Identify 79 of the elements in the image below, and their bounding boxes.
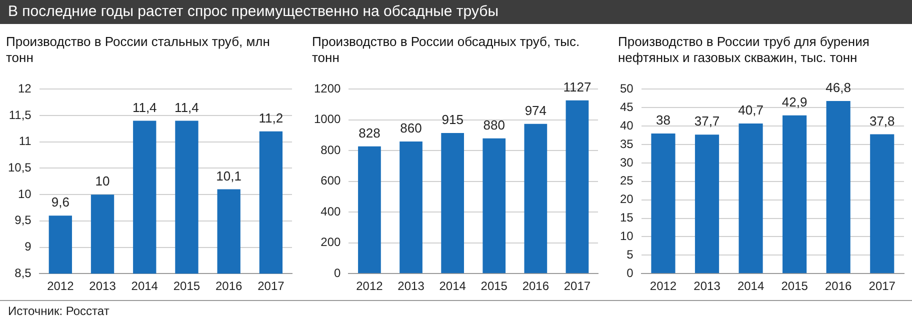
y-tick-label: 35 (620, 136, 634, 151)
data-label: 42,9 (782, 94, 808, 110)
y-tick-label: 0 (334, 266, 342, 280)
data-label: 11,4 (132, 100, 157, 115)
y-tick-label: 15 (620, 210, 634, 225)
y-tick-label: 25 (620, 174, 634, 188)
data-label: 1127 (563, 79, 592, 94)
y-tick-label: 600 (320, 174, 342, 188)
data-label: 37,8 (869, 113, 895, 128)
y-tick-label: 20 (620, 192, 634, 206)
data-label: 915 (442, 112, 464, 128)
bar (358, 146, 381, 274)
x-tick-label: 2012 (650, 279, 677, 294)
y-tick-label: 10 (620, 229, 634, 244)
y-tick-label: 9 (24, 240, 32, 254)
x-tick-label: 2016 (215, 279, 243, 294)
bar (400, 141, 422, 274)
x-tick-label: 2017 (868, 279, 896, 294)
x-tick-label: 2017 (564, 279, 591, 294)
y-tick-label: 800 (320, 142, 342, 157)
x-tick-label: 2013 (694, 279, 721, 294)
y-tick-label: 11 (18, 134, 32, 148)
y-tick-label: 45 (620, 100, 634, 114)
bar (566, 100, 589, 274)
x-tick-label: 2016 (522, 279, 550, 294)
y-tick-label: 40 (620, 118, 634, 132)
bar (870, 134, 894, 274)
x-tick-label: 2014 (439, 279, 466, 294)
data-label: 860 (400, 120, 422, 136)
y-tick-label: 10,5 (8, 160, 32, 175)
y-tick-label: 1200 (314, 82, 342, 96)
bar (482, 138, 506, 274)
x-tick-label: 2015 (173, 279, 200, 294)
chart-title: Производство в России стальных труб, млн тонн (5, 33, 271, 67)
y-tick-label: 1000 (314, 112, 342, 126)
data-label: 38 (656, 112, 670, 128)
y-tick-label: 0 (626, 266, 634, 280)
y-tick-label: 50 (620, 82, 634, 96)
x-tick-label: 2013 (398, 279, 425, 294)
chart-title: Производство в России труб для бурения нефтяных и газовых скважин, тыс. тонн (617, 33, 870, 67)
x-tick-label: 2014 (131, 279, 158, 294)
data-label: 974 (524, 103, 547, 118)
x-tick-label: 2016 (824, 279, 852, 294)
data-label: 880 (483, 117, 505, 132)
x-tick-label: 2017 (258, 279, 285, 294)
data-label: 10 (95, 174, 110, 189)
x-tick-label: 2015 (480, 279, 508, 294)
data-label: 37,7 (694, 114, 720, 129)
bar (826, 101, 850, 274)
data-label: 10,1 (216, 168, 242, 184)
y-tick-label: 12 (18, 82, 32, 96)
y-tick-label: 10 (18, 186, 32, 201)
y-tick-label: 5 (626, 247, 634, 262)
data-label: 11,4 (174, 100, 199, 115)
data-label: 9,6 (51, 194, 70, 210)
data-label: 46,8 (826, 80, 851, 96)
bar (524, 124, 548, 274)
text: Источник: Росстат (8, 304, 110, 318)
bar (441, 132, 464, 274)
chart-title: Производство в России обсадных труб, тыс. тонн (311, 33, 581, 67)
bar (651, 133, 676, 274)
y-tick-label: 11,5 (8, 108, 32, 122)
y-tick-label: 400 (320, 204, 342, 218)
y-tick-label: 200 (320, 235, 342, 250)
x-tick-label: 2014 (737, 279, 764, 294)
bar (738, 124, 763, 274)
bar (782, 115, 807, 274)
text: В последние годы растет спрос преимущественно на обсадные трубы (0, 0, 912, 24)
y-tick-label: 8,5 (14, 266, 32, 280)
data-label: 828 (358, 125, 380, 140)
x-tick-label: 2012 (47, 279, 74, 294)
x-tick-label: 2015 (781, 279, 808, 294)
data-label: 11,2 (258, 110, 284, 126)
x-tick-label: 2013 (89, 279, 116, 294)
bar (694, 134, 720, 274)
data-label: 40,7 (738, 102, 764, 118)
x-tick-label: 2012 (356, 279, 384, 294)
y-tick-label: 30 (620, 155, 634, 170)
y-tick-label: 9,5 (14, 213, 32, 228)
